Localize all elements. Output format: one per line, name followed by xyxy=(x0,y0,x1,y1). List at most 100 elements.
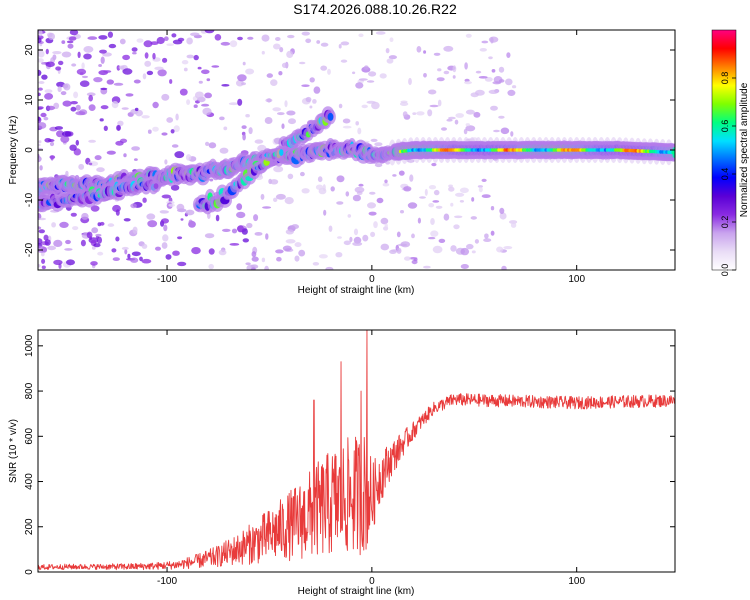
heatmap-noise-blob xyxy=(131,146,141,151)
heatmap-noise-blob xyxy=(460,247,470,256)
heatmap-noise-blob xyxy=(496,246,504,253)
colorbar-label: Normalized spectral amplitude xyxy=(739,82,750,217)
heatmap-noise-blob xyxy=(336,175,345,183)
heatmap-noise-blob xyxy=(285,239,296,244)
heatmap-noise-blob xyxy=(388,55,397,60)
heatmap-noise-blob xyxy=(403,186,412,192)
heatmap-noise-blob xyxy=(111,101,119,109)
heatmap-noise-blob xyxy=(471,197,475,202)
heatmap-noise-blob xyxy=(90,261,98,266)
heatmap-noise-blob xyxy=(398,170,405,176)
heatmap-noise-blob xyxy=(44,89,53,93)
heatmap-noise-blob xyxy=(38,58,44,63)
heatmap-noise-blob xyxy=(242,238,249,243)
heatmap-noise-blob xyxy=(38,107,43,110)
heatmap-noise-blob xyxy=(466,243,474,250)
heatmap-noise-blob xyxy=(122,54,130,61)
heatmap-noise-blob xyxy=(478,186,483,193)
heatmap-noise-blob xyxy=(88,162,93,166)
heatmap-noise-blob xyxy=(428,236,436,240)
heatmap-noise-blob xyxy=(172,250,180,256)
heatmap-noise-blob xyxy=(106,79,115,85)
heatmap-noise-blob xyxy=(301,84,310,87)
heatmap-noise-blob xyxy=(490,105,498,111)
heatmap-noise-blob xyxy=(161,132,168,136)
heatmap-noise-blob xyxy=(488,56,493,60)
heatmap-noise-blob xyxy=(245,114,250,118)
heatmap-noise-blob xyxy=(170,129,175,134)
heatmap-core xyxy=(671,150,675,155)
heatmap-noise-blob xyxy=(490,37,494,44)
heatmap-noise-blob xyxy=(188,219,193,225)
heatmap-noise-blob xyxy=(452,75,456,79)
heatmap-noise-blob xyxy=(146,70,154,76)
heatmap-noise-blob xyxy=(146,213,156,220)
heatmap-noise-blob xyxy=(78,163,85,170)
x-tick-label: 100 xyxy=(568,274,585,285)
heatmap-noise-blob xyxy=(49,141,55,147)
heatmap-noise-blob xyxy=(38,245,47,253)
heatmap-noise-blob xyxy=(479,48,487,52)
colorbar-ticks: 0.0 0.2 0.4 0.6 0.8 xyxy=(720,72,736,276)
heatmap-noise-blob xyxy=(276,256,282,262)
heatmap-noise-blob xyxy=(38,238,43,245)
heatmap-noise-blob xyxy=(177,261,187,267)
heatmap-noise-blob xyxy=(488,89,499,94)
x-tick-label: -100 xyxy=(157,576,177,587)
heatmap-noise-blob xyxy=(166,117,174,123)
heatmap-noise-blob xyxy=(236,203,243,211)
heatmap-noise-blob xyxy=(38,92,41,97)
heatmap-noise-blob xyxy=(265,233,269,240)
heatmap-noise-blob xyxy=(464,62,468,70)
heatmap-noise-blob xyxy=(340,59,348,63)
heatmap-noise-blob xyxy=(38,30,43,37)
heatmap-noise-blob xyxy=(483,238,492,243)
heatmap-noise-blob xyxy=(493,129,500,133)
heatmap-noise-blob xyxy=(113,82,124,86)
heatmap-noise-blob xyxy=(355,82,364,89)
heatmap-noise-blob xyxy=(205,141,210,146)
heatmap-noise-blob xyxy=(134,158,138,161)
heatmap-noise-blob xyxy=(475,70,482,74)
heatmap-noise-blob xyxy=(380,243,390,251)
heatmap-noise-blob xyxy=(75,139,80,146)
heatmap-noise-blob xyxy=(454,215,463,219)
heatmap-noise-blob xyxy=(73,91,79,99)
heatmap-noise-blob xyxy=(264,117,273,124)
heatmap-noise-blob xyxy=(127,253,131,259)
heatmap-noise-blob xyxy=(492,81,502,85)
heatmap-noise-blob xyxy=(510,222,517,228)
heatmap-noise-blob xyxy=(473,111,481,118)
y-tick-label: 400 xyxy=(24,473,35,490)
heatmap-noise-blob xyxy=(455,192,465,197)
heatmap-noise-blob xyxy=(237,74,247,82)
heatmap-noise-blob xyxy=(171,144,179,148)
heatmap-noise-blob xyxy=(219,147,229,154)
heatmap-noise-blob xyxy=(347,214,352,218)
heatmap-noise-blob xyxy=(294,255,300,262)
heatmap-noise-blob xyxy=(465,123,470,127)
heatmap-noise-blob xyxy=(342,118,351,124)
heatmap-noise-blob xyxy=(40,112,47,118)
y-tick-label: 200 xyxy=(24,518,35,535)
heatmap-noise-blob xyxy=(443,70,450,75)
heatmap-noise-blob xyxy=(294,242,302,248)
heatmap-noise-blob xyxy=(446,118,453,122)
heatmap-noise-blob xyxy=(242,61,246,66)
heatmap-noise-blob xyxy=(68,36,77,41)
heatmap-noise-blob xyxy=(275,249,284,254)
heatmap-noise-blob xyxy=(75,111,86,116)
heatmap-noise-blob xyxy=(93,243,101,248)
heatmap-noise-blob xyxy=(93,77,103,83)
heatmap-noise-blob xyxy=(503,246,513,250)
y-tick-label: 600 xyxy=(24,428,35,445)
heatmap-noise-blob xyxy=(38,69,42,76)
colorbar-gradient xyxy=(711,29,737,271)
heatmap-noise-blob xyxy=(254,139,264,144)
heatmap-noise-blob xyxy=(201,69,210,75)
heatmap-noise-blob xyxy=(41,74,48,80)
heatmap-noise-blob xyxy=(124,249,128,255)
heatmap-noise-blob xyxy=(202,107,212,116)
